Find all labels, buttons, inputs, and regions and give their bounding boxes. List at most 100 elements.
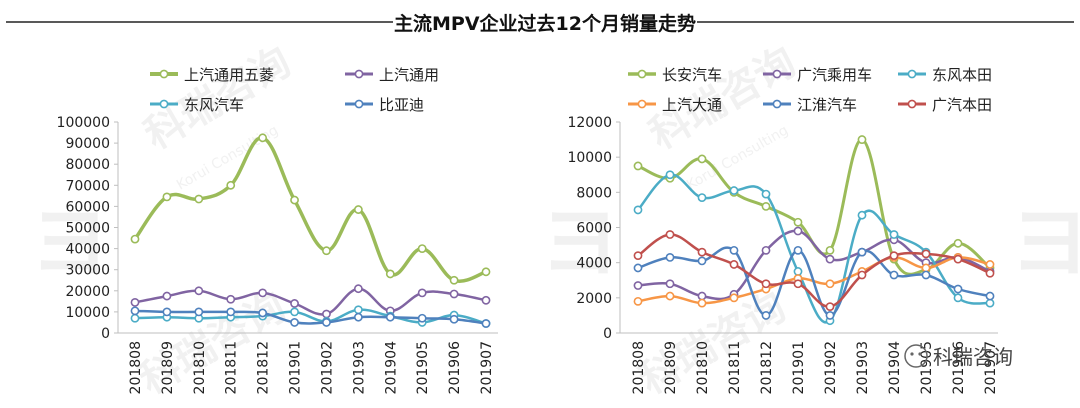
data-point bbox=[889, 251, 899, 261]
wechat-badge: 科瑞咨询 bbox=[904, 344, 1013, 369]
legend-swatch-marker bbox=[637, 99, 647, 109]
data-point bbox=[729, 293, 739, 303]
data-point bbox=[130, 234, 140, 244]
legend-label: 上汽大通 bbox=[662, 96, 722, 114]
data-point bbox=[825, 311, 835, 320]
chart-left: 0 10000 20000 30000 40000 50000 60000 70000 8000… bbox=[57, 66, 498, 394]
x-tick-label: 201812 bbox=[759, 341, 775, 394]
y-tick-label: 20000 bbox=[65, 284, 110, 300]
data-point bbox=[665, 279, 675, 289]
x-tick-label: 201901 bbox=[791, 341, 807, 394]
data-point bbox=[793, 217, 803, 227]
legend-label: 广汽乘用车 bbox=[797, 66, 872, 84]
data-point bbox=[417, 244, 427, 253]
data-point bbox=[162, 307, 172, 317]
data-point bbox=[130, 313, 140, 323]
data-point bbox=[633, 251, 643, 261]
data-point bbox=[322, 309, 331, 319]
data-point bbox=[633, 281, 643, 290]
y-tick-label: 40000 bbox=[65, 242, 110, 258]
y-tick-label: 8000 bbox=[576, 185, 612, 201]
legend-label: 上汽通用 bbox=[379, 66, 439, 84]
y-tick-label: 50000 bbox=[65, 221, 110, 237]
data-point bbox=[953, 293, 963, 303]
y-tick-label: 80000 bbox=[65, 157, 110, 173]
data-point bbox=[697, 256, 707, 266]
y-tick-label: 10000 bbox=[65, 305, 110, 321]
data-point bbox=[290, 195, 299, 205]
series-line-4 bbox=[636, 246, 992, 317]
chart-right: 0 2000 4000 6000 8000 10000 12000 201808 201809 2… bbox=[567, 66, 999, 394]
series-line-0 bbox=[133, 136, 488, 283]
data-point bbox=[385, 269, 395, 279]
legend-swatch-marker bbox=[907, 99, 917, 109]
x-tick-label: 201905 bbox=[415, 341, 431, 394]
legend-label: 东风本田 bbox=[932, 66, 992, 84]
data-point bbox=[985, 268, 995, 278]
wechat-icon bbox=[904, 344, 928, 368]
legend-label: 长安汽车 bbox=[662, 66, 722, 84]
legend-swatch-marker bbox=[354, 99, 364, 109]
y-tick-label: 4000 bbox=[576, 256, 612, 272]
data-point bbox=[953, 284, 963, 294]
data-point bbox=[857, 247, 867, 257]
data-point bbox=[825, 254, 835, 264]
data-point bbox=[385, 312, 395, 322]
data-point bbox=[697, 154, 707, 164]
x-tick-label: 201905 bbox=[919, 341, 935, 394]
data-point bbox=[729, 245, 739, 255]
data-point bbox=[226, 294, 236, 304]
y-tick-label: 30000 bbox=[65, 263, 110, 279]
data-point bbox=[729, 186, 739, 195]
data-point bbox=[761, 311, 771, 320]
legend-swatch-marker bbox=[159, 69, 169, 79]
data-point bbox=[665, 230, 675, 239]
x-tick-label: 201903 bbox=[855, 341, 871, 394]
data-point bbox=[953, 254, 963, 264]
x-tick-label: 201907 bbox=[983, 341, 999, 394]
x-tick-label: 201902 bbox=[823, 341, 839, 394]
data-point bbox=[761, 189, 771, 199]
data-point bbox=[793, 226, 803, 236]
data-point bbox=[953, 238, 963, 248]
data-point bbox=[857, 270, 867, 280]
legend-swatch-marker bbox=[772, 99, 782, 109]
x-tick-label: 201812 bbox=[256, 341, 272, 394]
data-point bbox=[697, 291, 707, 301]
x-tick-label: 201809 bbox=[663, 341, 679, 394]
x-tick-label: 201811 bbox=[224, 341, 240, 394]
data-point bbox=[697, 298, 707, 308]
data-point bbox=[194, 307, 204, 317]
y-tick-label: 0 bbox=[101, 326, 110, 342]
legend-label: 比亚迪 bbox=[379, 96, 424, 114]
data-point bbox=[130, 306, 140, 316]
data-point bbox=[130, 298, 140, 307]
data-point bbox=[985, 291, 995, 301]
wechat-label: 科瑞咨询 bbox=[933, 345, 1013, 369]
data-point bbox=[226, 307, 236, 317]
x-tick-label: 201901 bbox=[288, 341, 304, 394]
x-tick-label: 201904 bbox=[383, 341, 399, 395]
y-tick-label: 60000 bbox=[65, 199, 110, 215]
x-tick-label: 201902 bbox=[319, 341, 335, 394]
data-point bbox=[194, 194, 204, 204]
legend-swatch-marker bbox=[907, 69, 917, 79]
data-point bbox=[857, 135, 867, 144]
data-point bbox=[481, 267, 491, 277]
data-point bbox=[889, 230, 899, 239]
x-tick-label: 201907 bbox=[479, 341, 495, 394]
data-point bbox=[290, 318, 299, 327]
watermark-logo-mid: ヨ bbox=[540, 196, 620, 289]
data-point bbox=[449, 289, 459, 299]
watermark-logo-right: ヨ bbox=[1010, 196, 1080, 289]
data-point bbox=[761, 201, 771, 211]
data-point bbox=[633, 296, 643, 306]
data-point bbox=[226, 180, 236, 190]
data-point bbox=[825, 245, 835, 255]
y-tick-label: 10000 bbox=[567, 150, 612, 166]
data-point bbox=[353, 205, 363, 214]
y-tick-label: 2000 bbox=[576, 291, 612, 307]
data-point bbox=[162, 192, 172, 202]
data-point bbox=[353, 284, 363, 294]
data-point bbox=[633, 205, 643, 215]
